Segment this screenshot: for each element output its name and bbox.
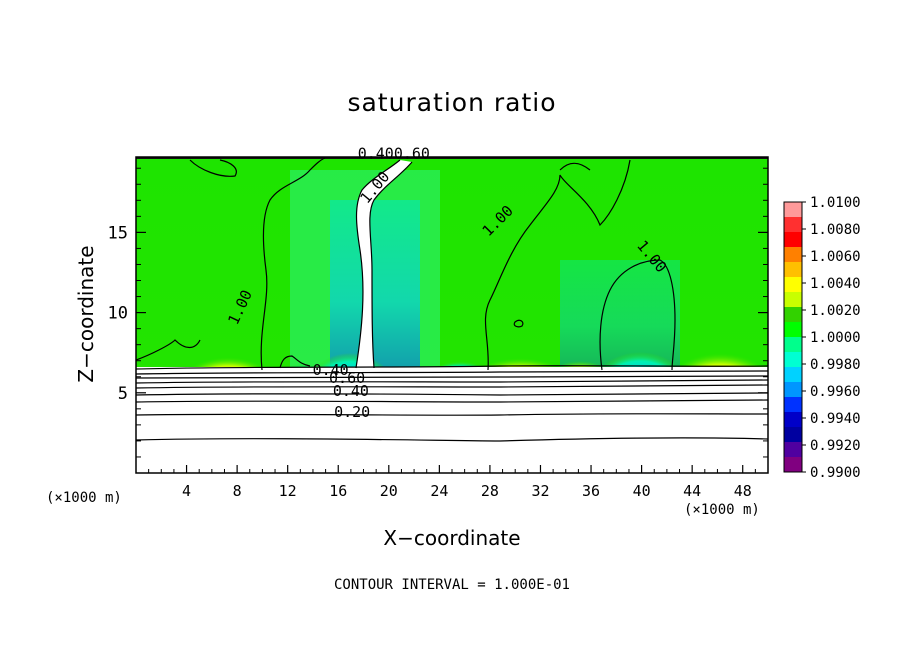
- colorbar-swatch: [784, 292, 802, 308]
- y-axis-ticks: 5 10 15: [108, 167, 768, 458]
- colorbar-swatch: [784, 307, 802, 323]
- colorbar-label: 0.9980: [810, 357, 861, 373]
- colorbar-label: 1.0020: [810, 303, 861, 319]
- colorbar-label: 0.9940: [810, 411, 861, 427]
- x-unit-label-right: (×1000 m): [684, 502, 760, 518]
- colorbar-swatch: [784, 202, 802, 218]
- colorbar-label: 0.9900: [810, 465, 861, 481]
- colorbar-swatch: [784, 427, 802, 443]
- x-tick-label: 20: [380, 482, 398, 500]
- colorbar-swatch: [784, 232, 802, 248]
- x-tick-label: 4: [182, 482, 191, 500]
- colorbar-swatch: [784, 262, 802, 278]
- colorbar-swatch: [784, 352, 802, 368]
- x-axis-label: X−coordinate: [383, 526, 521, 550]
- colorbar-swatch: [784, 217, 802, 233]
- colorbar-swatch: [784, 412, 802, 428]
- saturation-field: [136, 157, 768, 473]
- colorbar-swatch: [784, 367, 802, 383]
- x-tick-label: 44: [683, 482, 701, 500]
- chart-title: saturation ratio: [347, 88, 557, 117]
- x-tick-label: 28: [481, 482, 499, 500]
- colorbar-label: 0.9920: [810, 438, 861, 454]
- colorbar-label: 1.0080: [810, 222, 861, 238]
- y-tick-label: 5: [118, 384, 128, 404]
- y-tick-label: 10: [108, 304, 128, 324]
- contour-label: 0.40: [313, 361, 349, 379]
- colorbar-swatch: [784, 457, 802, 473]
- contour-label: 0.400.60: [358, 145, 430, 163]
- contour-interval-note: CONTOUR INTERVAL = 1.000E-01: [333, 577, 570, 593]
- contour-lines: [136, 157, 768, 442]
- colorbar-swatch: [784, 382, 802, 398]
- colorbar-swatch: [784, 397, 802, 413]
- x-axis-ticks: 4 8 12 16 20 24 28 32 36 40 44 48: [148, 465, 756, 500]
- x-tick-label: 40: [633, 482, 651, 500]
- colorbar-label: 1.0040: [810, 276, 861, 292]
- colorbar-label: 1.0100: [810, 195, 861, 211]
- y-axis-label: Z−coordinate: [74, 245, 98, 383]
- x-tick-label: 8: [233, 482, 242, 500]
- colorbar-label: 0.9960: [810, 384, 861, 400]
- y-tick-label: 15: [108, 223, 128, 243]
- colorbar-label: 1.0060: [810, 249, 861, 265]
- x-tick-label: 16: [329, 482, 347, 500]
- x-tick-label: 48: [734, 482, 752, 500]
- x-tick-label: 32: [531, 482, 549, 500]
- x-unit-label-left: (×1000 m): [46, 490, 122, 506]
- colorbar-label: 1.0000: [810, 330, 861, 346]
- contour-label: 0.60: [329, 369, 365, 387]
- colorbar-swatch: [784, 277, 802, 293]
- contour-label: 0.40: [333, 382, 369, 400]
- colorbar-swatch: [784, 247, 802, 263]
- contour-label: 0.20: [334, 403, 370, 421]
- colorbar-swatch: [784, 442, 802, 458]
- x-tick-label: 12: [279, 482, 297, 500]
- x-tick-label: 24: [430, 482, 448, 500]
- x-tick-label: 36: [582, 482, 600, 500]
- colorbar: 1.0100 1.0080 1.0060 1.0040 1.0020 1.0000 0.99…: [783, 195, 861, 481]
- colorbar-swatch: [784, 337, 802, 353]
- colorbar-swatch: [784, 322, 802, 338]
